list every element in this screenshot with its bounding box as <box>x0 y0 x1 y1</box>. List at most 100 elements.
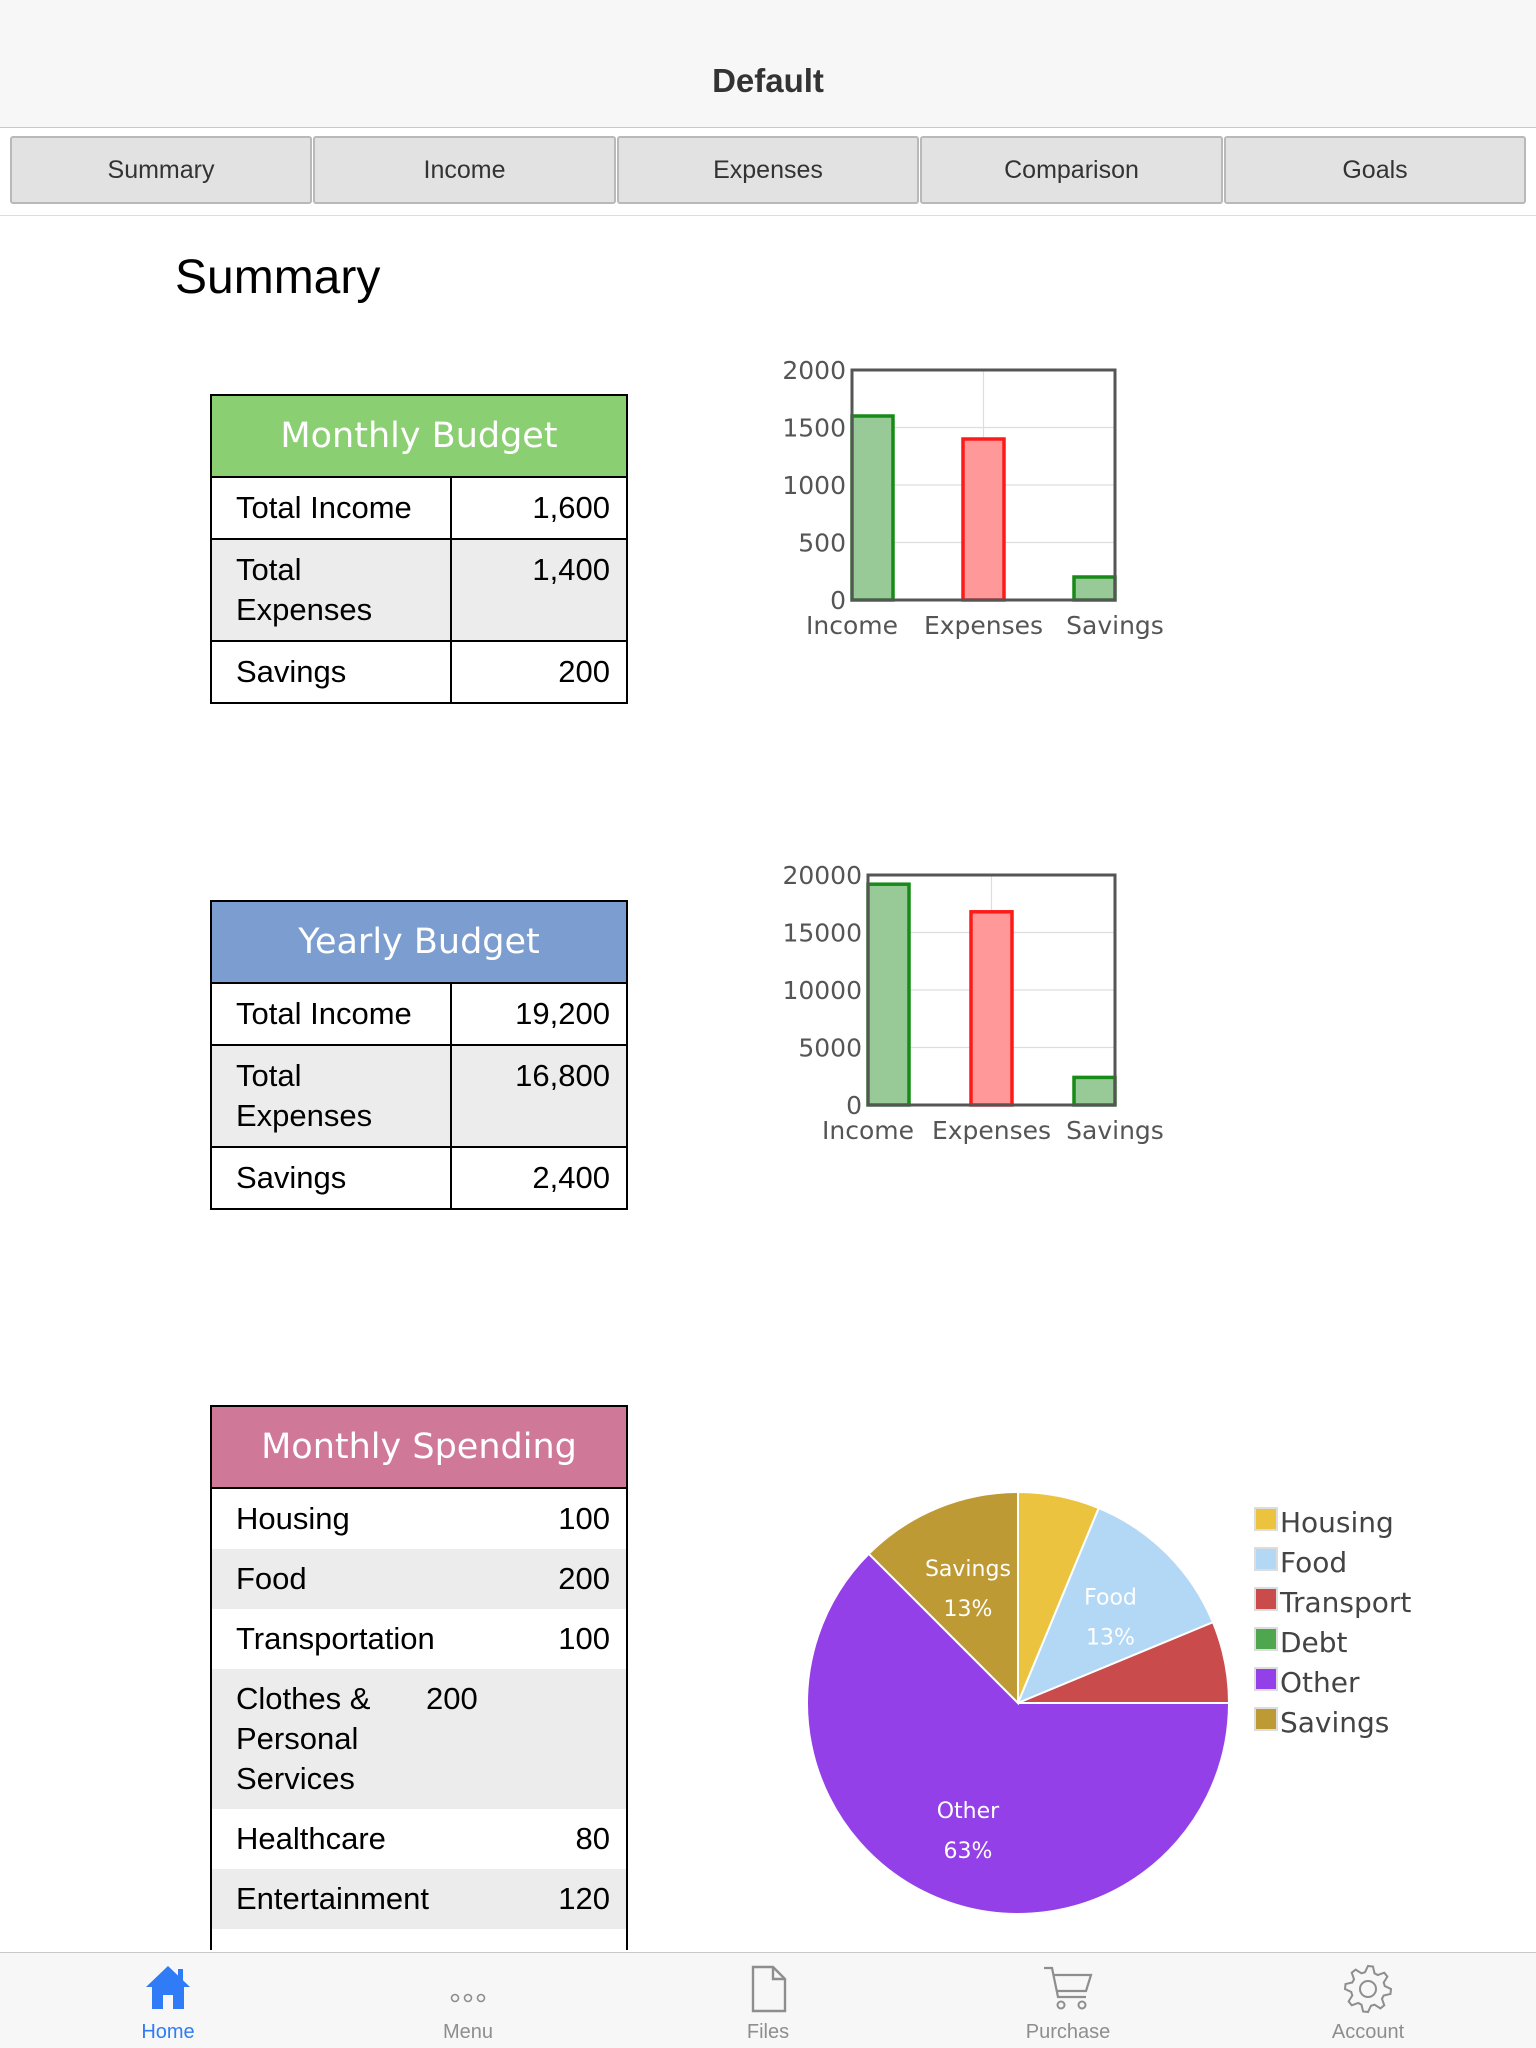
table-row: Savings 200 <box>212 642 626 702</box>
tab-expenses[interactable]: Expenses <box>617 136 919 204</box>
plot-frame <box>866 873 1117 1107</box>
spending-pie-chart: Savings 13% Food 13% Other 63% Housing Food Tran… <box>806 1490 1411 1915</box>
legend-swatch <box>1254 1627 1278 1651</box>
row-value: 19,200 <box>515 996 610 1031</box>
tab-label: Home <box>141 2021 195 2043</box>
slice-label: Savings <box>925 1557 1011 1582</box>
pie-slice-food <box>1016 1506 1215 1705</box>
table-row: Total Income 1,600 <box>212 478 626 540</box>
segment-tab-bar: Summary Income Expenses Comparison Goals <box>0 128 1536 216</box>
legend-swatch <box>1254 1707 1278 1731</box>
slice-label: Other <box>937 1799 1000 1824</box>
y-tick-label: 1500 <box>782 414 846 443</box>
tab-goals[interactable]: Goals <box>1224 136 1526 204</box>
table-row: Food 200 <box>212 1549 626 1609</box>
bar-income <box>866 882 911 1107</box>
y-tick-label: 20000 <box>782 861 862 890</box>
more-icon <box>450 1993 486 2003</box>
legend-swatch <box>1254 1587 1278 1611</box>
tab-summary[interactable]: Summary <box>10 136 312 204</box>
tab-income[interactable]: Income <box>313 136 616 204</box>
bar-savings <box>1072 1075 1117 1107</box>
row-label: Savings <box>212 1148 452 1208</box>
row-value: 200 <box>558 654 610 689</box>
tab-files[interactable]: Files <box>698 1953 838 2048</box>
file-icon <box>751 1965 787 2013</box>
x-tick-label: Income <box>806 611 898 640</box>
row-label: Savings <box>212 642 452 702</box>
row-value: 1,400 <box>532 552 610 587</box>
tab-purchase[interactable]: Purchase <box>998 1953 1138 2048</box>
navigation-bar: Default <box>0 0 1536 128</box>
pie-slice-other <box>806 1552 1231 1915</box>
home-icon <box>146 1966 190 2009</box>
legend-label: Transport <box>1279 1586 1411 1619</box>
table-row: Healthcare 80 <box>212 1809 626 1869</box>
legend-label: Other <box>1280 1666 1360 1699</box>
row-value: 100 <box>558 1501 610 1536</box>
yearly-budget-table: Yearly Budget Total Income 19,200 Total … <box>210 900 628 1210</box>
monthly-budget-table: Monthly Budget Total Income 1,600 Total … <box>210 394 628 704</box>
tab-label: Files <box>746 2021 790 2043</box>
row-label: Housing <box>236 1501 350 1536</box>
monthly-spending-table: Monthly Spending Housing 100 Food 200 Tr… <box>210 1405 628 1950</box>
monthly-bar-chart: 0 500 1000 1500 2000 Income Expenses Savings <box>782 356 1163 640</box>
legend-swatch <box>1254 1507 1278 1531</box>
bar-income <box>850 414 895 602</box>
row-label: Healthcare <box>236 1821 386 1856</box>
row-label: Food <box>236 1561 307 1596</box>
y-tick-label: 15000 <box>782 919 862 948</box>
row-value: 100 <box>558 1621 610 1656</box>
tab-label: Menu <box>442 2021 494 2043</box>
x-tick-label: Expenses <box>932 1116 1051 1145</box>
y-tick-label: 0 <box>846 1091 862 1120</box>
table-row: Clothes & Personal Services 200 <box>212 1669 626 1809</box>
slice-percent: 13% <box>1086 1625 1135 1650</box>
row-value: 1,600 <box>532 490 610 525</box>
tab-home[interactable]: Home <box>98 1953 238 2048</box>
tab-label: Purchase <box>1025 2021 1111 2043</box>
y-tick-label: 500 <box>798 529 846 558</box>
legend-label: Food <box>1280 1546 1347 1579</box>
gear-icon <box>1343 1964 1393 2014</box>
pie-slice-savings <box>867 1490 1019 1706</box>
x-tick-label: Expenses <box>924 611 1043 640</box>
x-tick-label: Income <box>822 1116 914 1145</box>
table-row: Savings 2,400 <box>212 1148 626 1208</box>
legend-label: Housing <box>1280 1506 1394 1539</box>
y-tick-label: 10000 <box>782 976 862 1005</box>
monthly-budget-title: Monthly Budget <box>212 396 626 478</box>
y-tick-label: 5000 <box>798 1034 862 1063</box>
row-label: Total Income <box>212 478 452 538</box>
slice-label: Food <box>1084 1585 1137 1610</box>
legend-label: Debt <box>1280 1626 1348 1659</box>
row-label: Total Expenses <box>212 540 452 640</box>
bar-expenses <box>961 437 1006 602</box>
slice-percent: 13% <box>943 1597 992 1622</box>
table-row: Total Expenses 1,400 <box>212 540 626 642</box>
tab-account[interactable]: Account <box>1298 1953 1438 2048</box>
y-tick-label: 2000 <box>782 356 846 385</box>
monthly-spending-title: Monthly Spending <box>212 1407 626 1489</box>
bar-expenses <box>969 910 1014 1107</box>
x-tick-label: Savings <box>1066 1116 1164 1145</box>
tab-menu[interactable]: Menu <box>398 1953 538 2048</box>
nav-title: Default <box>712 62 824 99</box>
row-label: Transportation <box>236 1621 435 1656</box>
table-row: Entertainment 120 <box>212 1869 626 1929</box>
row-label: Entertainment <box>236 1881 429 1916</box>
table-row: Total Expenses 16,800 <box>212 1046 626 1148</box>
tab-label: Account <box>1331 2021 1405 2043</box>
legend-label: Savings <box>1280 1706 1389 1739</box>
row-label: Total Income <box>212 984 452 1044</box>
page-heading: Summary <box>175 251 381 304</box>
tab-comparison[interactable]: Comparison <box>920 136 1223 204</box>
row-value: 120 <box>558 1881 610 1916</box>
cart-icon <box>1044 1966 1093 2010</box>
table-row: Housing 100 <box>212 1489 626 1549</box>
row-value: 200 <box>426 1681 478 1716</box>
bar-savings <box>1072 575 1117 602</box>
bottom-tab-bar: Home Menu Files Purchase Account <box>0 1952 1536 2048</box>
table-row: Transportation 100 <box>212 1609 626 1669</box>
row-value: 200 <box>558 1561 610 1596</box>
